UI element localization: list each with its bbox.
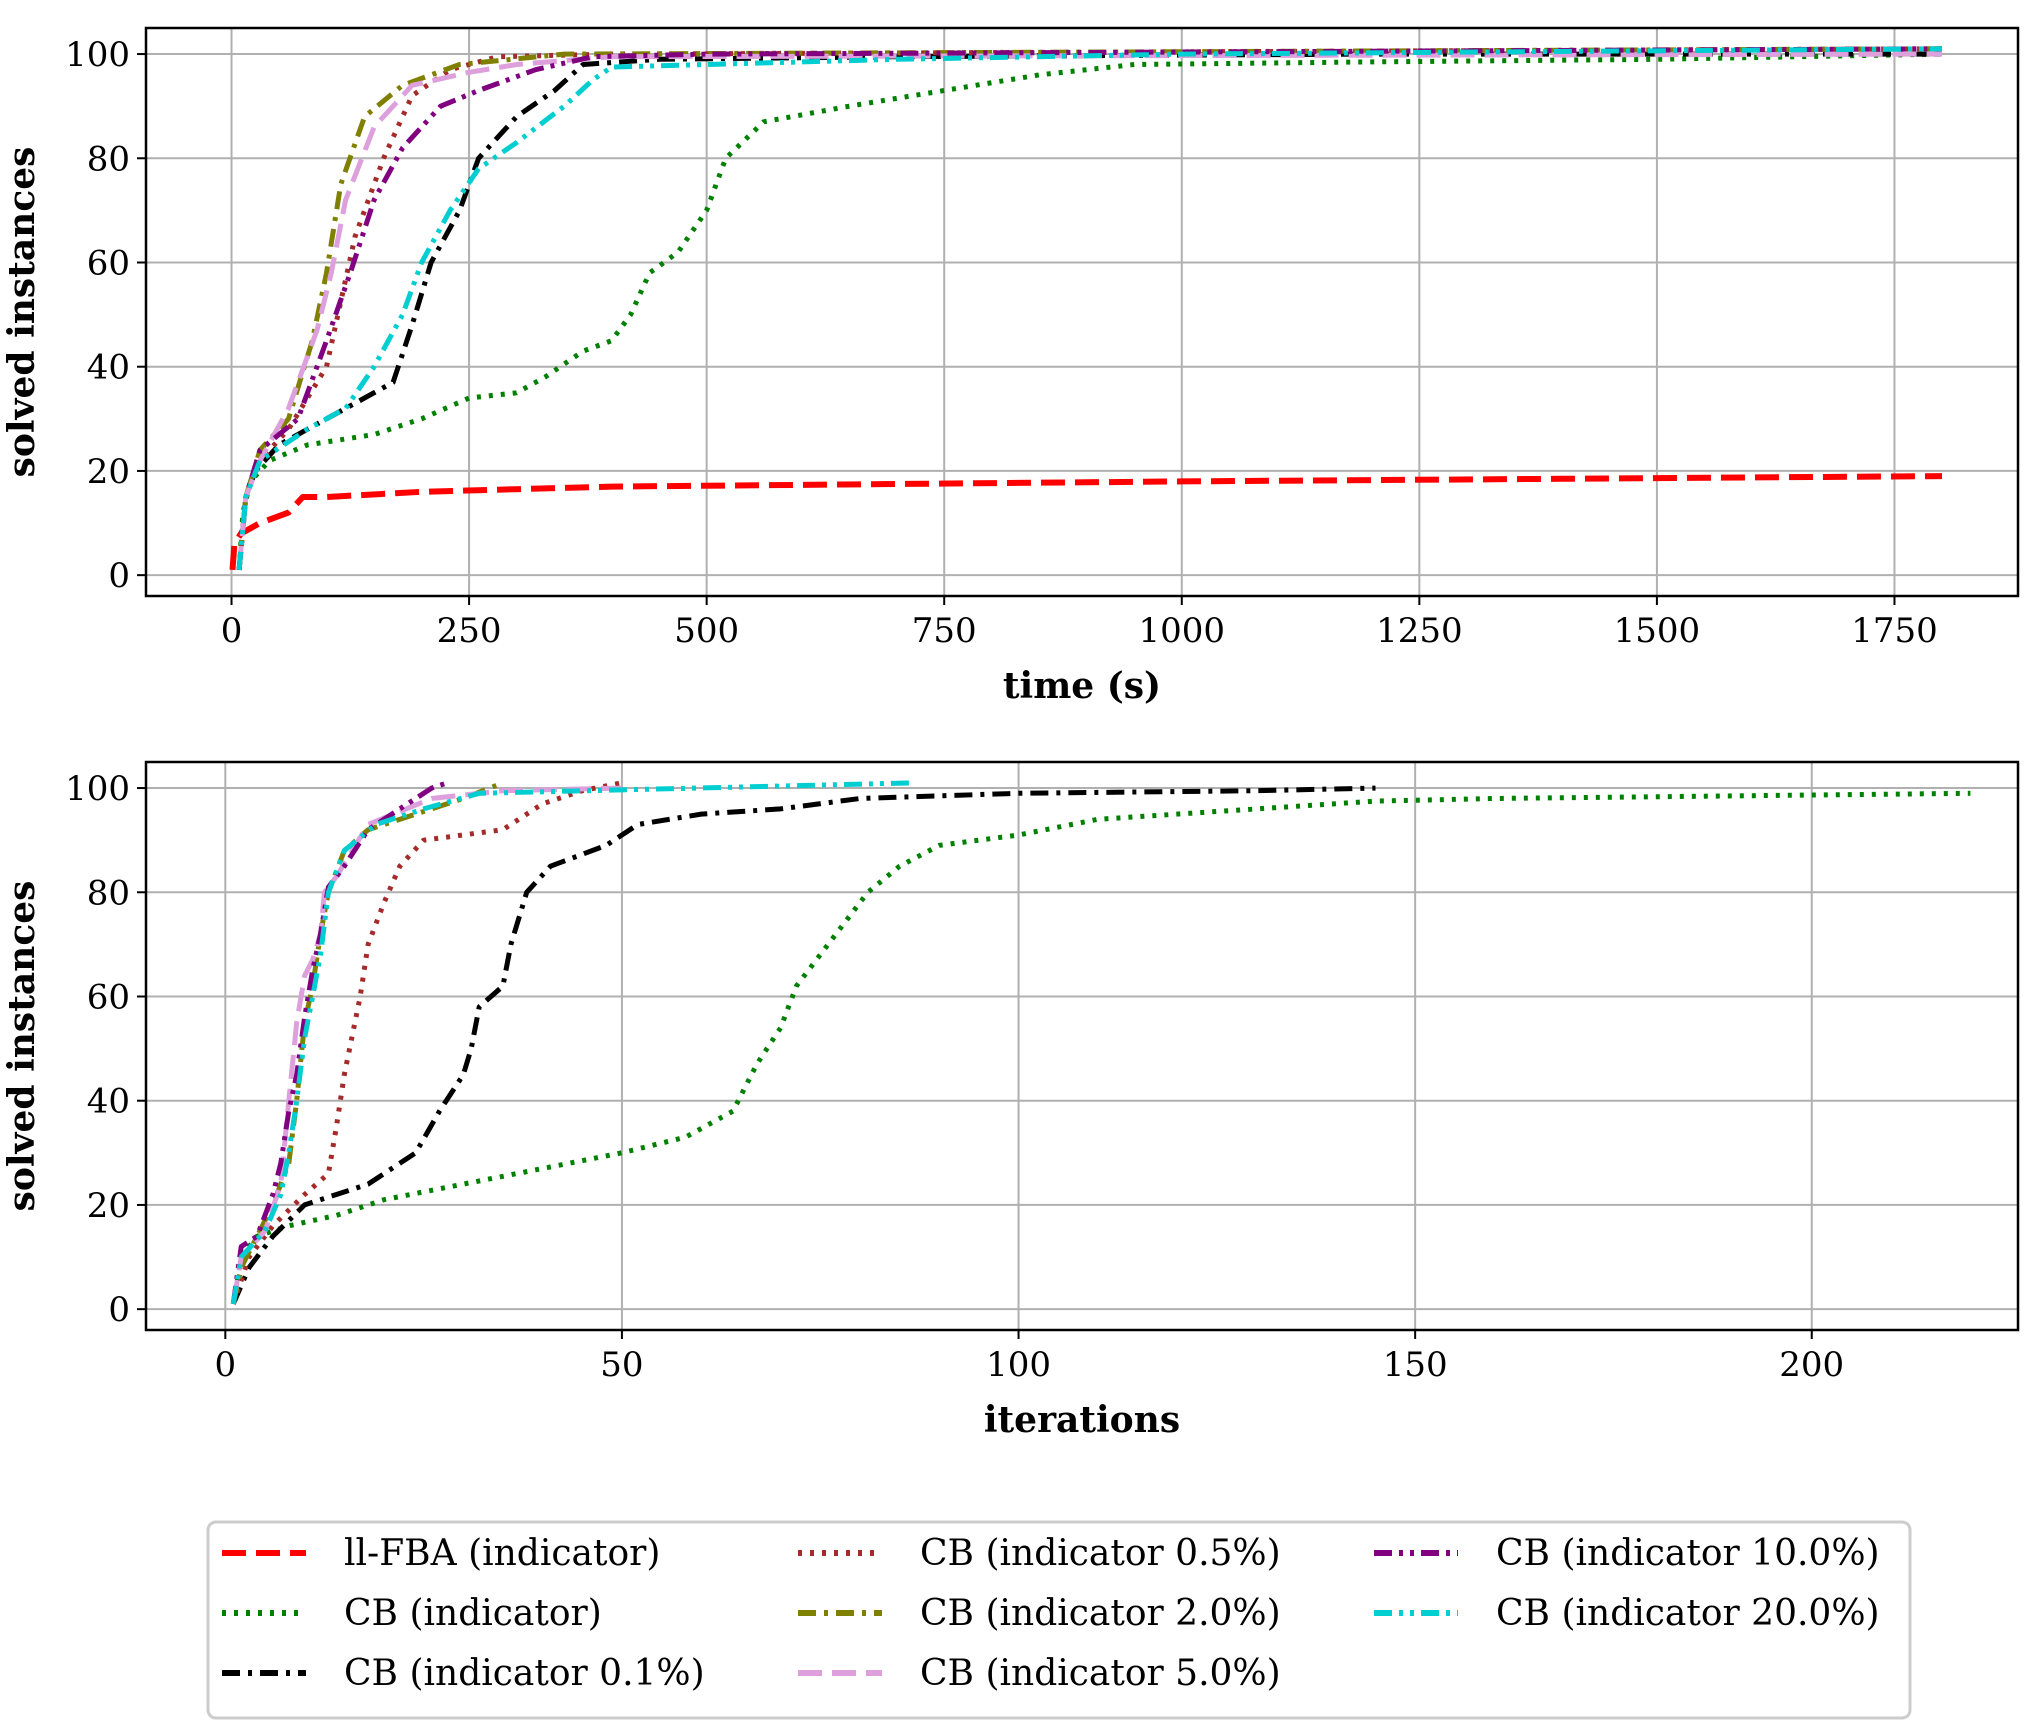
- tick-layer: 0 50 100 150 200 0 20 40 60 80 100: [65, 769, 1844, 1385]
- y-axis-label: solved instances: [1, 147, 43, 478]
- y-tick-label: 40: [87, 1082, 130, 1122]
- series-line-cb-indicator-0-1: [236, 51, 1942, 571]
- legend-entry: CB (indicator 10.0%): [1374, 1533, 1880, 1574]
- x-tick-label: 1250: [1376, 611, 1463, 651]
- legend: ll-FBA (indicator) CB (indicator) CB (indi…: [206, 1520, 1912, 1720]
- x-tick-label: 500: [674, 611, 739, 651]
- chart-panel-time: 0 250 500 750 1000 1250 1500 1750 0 20 40 60 80 100 t…: [1, 26, 2020, 707]
- legend-items: ll-FBA (indicator) CB (indicator) CB (indi…: [222, 1533, 1880, 1694]
- y-tick-label: 80: [87, 139, 130, 179]
- y-tick-label: 100: [65, 769, 130, 809]
- legend-entry: CB (indicator 2.0%): [798, 1593, 1281, 1634]
- series-line-cb-indicator-5-0: [230, 785, 622, 1305]
- chart-panel-iterations: 0 50 100 150 200 0 20 40 60 80 100 iterations solv…: [1, 760, 2020, 1441]
- legend-label: CB (indicator 2.0%): [920, 1593, 1281, 1634]
- series-line-cb-indicator-2-0: [236, 46, 1943, 571]
- series-line-cb-indicator-20-0: [230, 780, 916, 1305]
- series-line-cb-indicator-0-5: [236, 46, 1943, 571]
- axes-frame: [144, 760, 2020, 1332]
- x-tick-label: 250: [437, 611, 502, 651]
- y-tick-label: 80: [87, 873, 130, 913]
- series-layer: [230, 780, 1971, 1305]
- x-tick-label: 750: [912, 611, 977, 651]
- legend-label: CB (indicator 20.0%): [1496, 1593, 1880, 1634]
- legend-label: CB (indicator 0.5%): [920, 1533, 1281, 1574]
- legend-label: CB (indicator 0.1%): [344, 1653, 705, 1694]
- x-tick-label: 100: [986, 1345, 1051, 1385]
- series-line-cb-indicator-2-0: [230, 780, 504, 1305]
- legend-entry: CB (indicator 20.0%): [1374, 1593, 1880, 1634]
- x-tick-label: 0: [215, 1345, 237, 1385]
- y-tick-label: 20: [87, 1186, 130, 1226]
- legend-entry: CB (indicator): [222, 1593, 602, 1634]
- tick-layer: 0 250 500 750 1000 1250 1500 1750 0 20 40 60 80 100: [65, 35, 1938, 651]
- series-line-cb-indicator-5-0: [236, 51, 1943, 571]
- y-tick-label: 0: [108, 556, 130, 596]
- x-axis-label: iterations: [984, 1399, 1180, 1441]
- x-tick-label: 0: [221, 611, 243, 651]
- legend-entry: CB (indicator 0.1%): [222, 1653, 705, 1694]
- legend-label: ll-FBA (indicator): [344, 1533, 660, 1574]
- y-tick-label: 0: [108, 1290, 130, 1330]
- x-tick-label: 1500: [1614, 611, 1701, 651]
- x-tick-label: 50: [600, 1345, 643, 1385]
- grid-lines: [146, 762, 2018, 1330]
- x-axis-label: time (s): [1003, 665, 1161, 707]
- y-tick-label: 100: [65, 35, 130, 75]
- legend-label: CB (indicator 10.0%): [1496, 1533, 1880, 1574]
- series-line-cb-indicator-0-1: [231, 785, 1376, 1305]
- x-tick-label: 150: [1383, 1345, 1448, 1385]
- series-layer: [229, 46, 1943, 571]
- grid-lines: [146, 28, 2018, 596]
- series-line-cb-indicator-20-0: [236, 46, 1943, 571]
- legend-box: [206, 1520, 1912, 1720]
- x-tick-label: 1000: [1139, 611, 1226, 651]
- series-line-cb-indicator: [230, 790, 1971, 1305]
- series-line-cb-indicator-0-5: [230, 780, 623, 1305]
- legend-entry: CB (indicator 5.0%): [798, 1653, 1281, 1694]
- series-line-cb-indicator-10-0: [236, 46, 1943, 571]
- y-axis-label: solved instances: [1, 881, 43, 1212]
- y-tick-label: 20: [87, 452, 130, 492]
- legend-label: CB (indicator): [344, 1593, 602, 1634]
- series-line-ll-fba-indicator: [229, 473, 1943, 571]
- series-line-cb-indicator: [236, 51, 1943, 571]
- y-tick-label: 60: [87, 243, 130, 283]
- y-tick-label: 40: [87, 348, 130, 388]
- x-tick-label: 1750: [1851, 611, 1938, 651]
- legend-entry: CB (indicator 0.5%): [798, 1533, 1281, 1574]
- legend-entry: ll-FBA (indicator): [222, 1533, 660, 1574]
- x-tick-label: 200: [1779, 1345, 1844, 1385]
- legend-label: CB (indicator 5.0%): [920, 1653, 1281, 1694]
- y-tick-label: 60: [87, 977, 130, 1017]
- axes-frame: [144, 26, 2020, 598]
